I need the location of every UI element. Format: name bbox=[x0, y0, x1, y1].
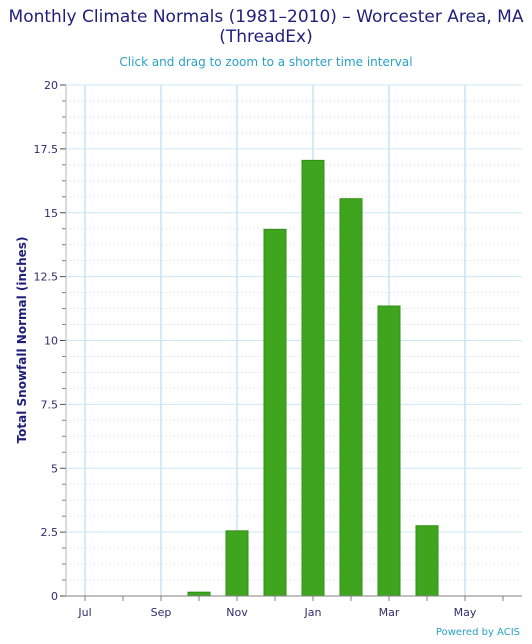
x-tick-label: Nov bbox=[226, 606, 248, 619]
x-tick-label: May bbox=[454, 606, 477, 619]
x-tick-label: Jan bbox=[304, 606, 322, 619]
x-tick-label: Sep bbox=[151, 606, 172, 619]
chart-subtitle: Click and drag to zoom to a shorter time… bbox=[119, 55, 412, 69]
snowfall-bar-apr[interactable] bbox=[415, 525, 439, 597]
bars-layer bbox=[187, 159, 439, 597]
x-tick-label: Jul bbox=[77, 606, 91, 619]
y-tick-label: 0 bbox=[51, 590, 58, 603]
snowfall-bar-nov[interactable] bbox=[225, 530, 249, 597]
y-tick-label: 5 bbox=[51, 462, 58, 475]
y-tick-label: 15 bbox=[44, 207, 58, 220]
snowfall-bar-jan[interactable] bbox=[301, 159, 325, 597]
credits-link[interactable]: Powered by ACIS bbox=[436, 627, 520, 638]
axis-layer: 0 2.5 5 7.5 10 12.5 15 17.5 20 Jul Sep Nov Jan Mar May bbox=[34, 79, 522, 619]
snowfall-bar-mar[interactable] bbox=[377, 305, 401, 597]
snowfall-bar-dec[interactable] bbox=[263, 228, 287, 597]
chart-title-line2: (ThreadEx) bbox=[219, 27, 313, 47]
chart-title: Monthly Climate Normals (1981–2010) – Wo… bbox=[9, 7, 524, 27]
y-tick-label: 7.5 bbox=[41, 398, 59, 411]
y-tick-label: 12.5 bbox=[34, 271, 59, 284]
snowfall-bar-oct[interactable] bbox=[187, 591, 211, 597]
snowfall-bar-feb[interactable] bbox=[339, 198, 363, 597]
y-tick-label: 20 bbox=[44, 79, 58, 92]
y-tick-label: 17.5 bbox=[34, 143, 59, 156]
y-tick-label: 2.5 bbox=[41, 526, 59, 539]
grid-layer bbox=[66, 84, 522, 597]
x-tick-label: Mar bbox=[379, 606, 400, 619]
y-tick-label: 10 bbox=[44, 335, 58, 348]
y-axis-title: Total Snowfall Normal (inches) bbox=[15, 237, 29, 444]
